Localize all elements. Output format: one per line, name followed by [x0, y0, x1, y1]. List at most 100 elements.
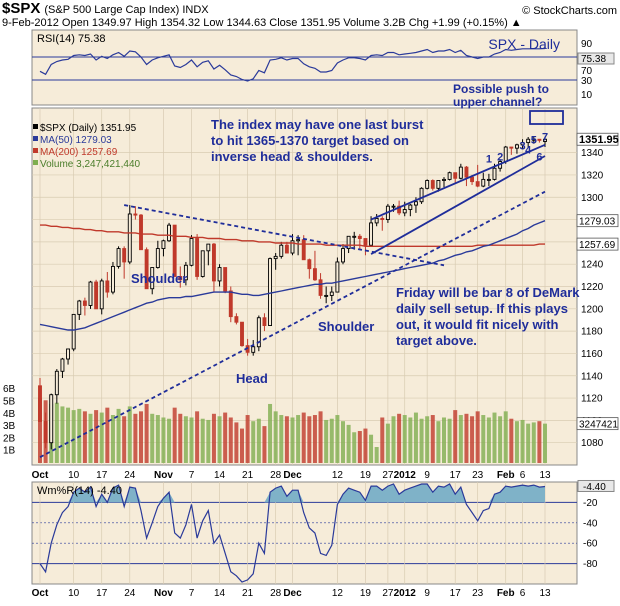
volume-bar: [447, 418, 452, 463]
candle: [307, 258, 312, 279]
rsi-legend: RSI(14) 75.38: [37, 33, 105, 45]
volume-bar: [537, 421, 542, 463]
ma200-line: [40, 224, 545, 247]
trendline-neckline: [124, 204, 445, 267]
rsi-value-box: [577, 52, 615, 65]
volume-bar: [514, 421, 519, 463]
candle: [211, 242, 216, 293]
candle-body: [357, 235, 362, 239]
demark-count: 7: [542, 131, 548, 143]
candle: [110, 261, 115, 295]
date-axis-bottom: Oct 10 17 24 Nov 7 14 21 28 Dec 12 19 27 2012 9 17 23 Feb…: [32, 588, 551, 599]
candle: [514, 143, 519, 154]
volume-bar: [234, 422, 239, 463]
candle: [172, 224, 177, 277]
candle: [526, 137, 531, 149]
candle: [206, 243, 211, 266]
candle-body: [178, 276, 183, 281]
candle: [88, 280, 93, 309]
candle: [341, 244, 345, 265]
volume-tick-label: 1B: [3, 446, 16, 457]
candle: [133, 206, 138, 220]
candle: [537, 138, 542, 143]
value-box-label: 1279.03: [579, 217, 616, 228]
candle: [481, 172, 486, 188]
candle-body: [82, 300, 87, 306]
candle-body: [251, 346, 256, 353]
candle-body: [122, 248, 127, 263]
volume-bar: [503, 411, 508, 463]
candle-body: [453, 172, 458, 179]
date-tick-label: 7: [189, 588, 195, 599]
candle: [430, 179, 435, 191]
candle: [475, 164, 480, 188]
volume-bar: [88, 413, 93, 463]
candle: [200, 250, 205, 278]
candle-body: [531, 138, 536, 141]
candle-body: [391, 205, 396, 208]
candle-body: [262, 317, 267, 326]
volume-bar: [380, 417, 385, 463]
rsi-line: [39, 47, 546, 82]
label-head: Head: [236, 371, 268, 386]
date-tick-label: 24: [124, 588, 136, 599]
candle-body: [155, 248, 160, 268]
candle: [464, 166, 469, 187]
price-tick-label: 1140: [581, 371, 603, 382]
date-tick-label: 24: [124, 470, 136, 481]
volume-bar: [144, 403, 149, 463]
candle: [312, 250, 317, 281]
candle-body: [352, 235, 357, 238]
candle: [49, 393, 54, 450]
volume-bar: [178, 413, 183, 463]
candle-body: [408, 204, 413, 210]
volume-bar: [352, 432, 357, 463]
volume-bar: [307, 416, 312, 463]
candle-body: [256, 317, 261, 348]
volume-bar: [245, 415, 250, 463]
candle-body: [402, 209, 407, 214]
date-tick-label: 21: [242, 588, 254, 599]
wr-tick-label: -40: [583, 518, 598, 529]
candle-body: [537, 138, 542, 141]
wr-tick-label: -80: [583, 559, 598, 570]
candle: [447, 171, 452, 181]
candle: [116, 246, 121, 269]
wr-shaded-area: [40, 484, 545, 503]
value-box-frame: [576, 132, 619, 146]
value-box: 3247421: [576, 417, 619, 431]
candle: [43, 412, 48, 449]
candle-body: [54, 370, 59, 396]
candle-body: [475, 181, 480, 187]
volume-bar: [290, 417, 295, 463]
volume-bar: [470, 416, 475, 463]
candle: [71, 313, 76, 352]
volume-bar: [531, 422, 536, 463]
date-tick-label: 9: [424, 470, 430, 481]
volume-bar: [110, 415, 115, 463]
rsi-panel: [31, 29, 578, 106]
candle-body: [206, 243, 211, 252]
trendline-channel-lower: [370, 155, 546, 255]
candle: [38, 377, 42, 422]
volume-bar: [324, 419, 329, 463]
annotation-demark-4: target above.: [396, 333, 477, 348]
volume-bar: [60, 406, 65, 463]
volume-bar: [436, 421, 441, 463]
date-tick-label: 23: [472, 588, 484, 599]
candle-body: [200, 250, 205, 277]
candle-body: [464, 166, 469, 178]
candle-body: [116, 248, 121, 267]
price-axis-ticks: 1080110011201140116011801200122012401260…: [581, 148, 604, 449]
volume-bar: [251, 421, 256, 463]
candle-body: [60, 358, 65, 372]
price-tick-label: 1120: [581, 394, 603, 405]
date-tick-label: 17: [96, 470, 108, 481]
date-tick-label: 13: [539, 588, 551, 599]
ma50-line: [39, 220, 546, 331]
value-box-label: 3247421: [579, 420, 618, 431]
volume-bar: [419, 418, 424, 463]
candle-body: [49, 394, 54, 444]
candle: [127, 205, 132, 265]
